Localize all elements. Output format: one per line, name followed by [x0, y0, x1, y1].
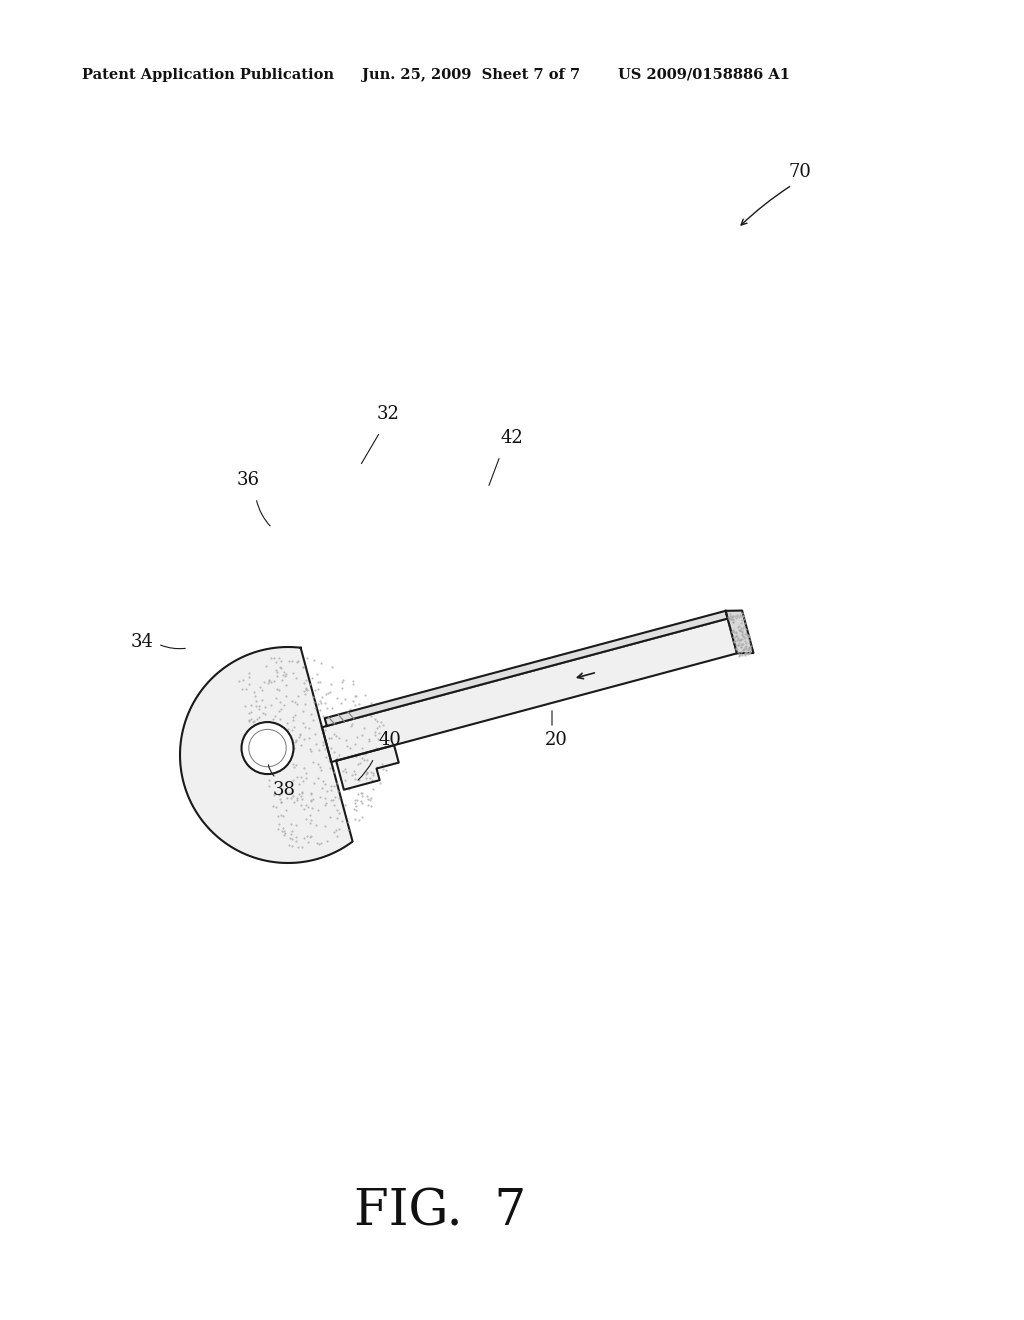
Text: 34: 34 — [131, 634, 154, 651]
Polygon shape — [180, 647, 352, 863]
Text: 70: 70 — [788, 162, 811, 181]
Text: FIG.  7: FIG. 7 — [354, 1187, 526, 1237]
Text: US 2009/0158886 A1: US 2009/0158886 A1 — [618, 69, 790, 82]
Text: 38: 38 — [272, 781, 296, 799]
Text: 20: 20 — [545, 731, 567, 748]
Text: 40: 40 — [379, 731, 401, 748]
Polygon shape — [325, 611, 728, 726]
Polygon shape — [322, 619, 737, 762]
Polygon shape — [336, 746, 398, 789]
Text: Jun. 25, 2009  Sheet 7 of 7: Jun. 25, 2009 Sheet 7 of 7 — [362, 69, 581, 82]
Polygon shape — [726, 611, 754, 653]
Text: 32: 32 — [377, 405, 399, 422]
Text: 36: 36 — [237, 471, 259, 488]
Text: Patent Application Publication: Patent Application Publication — [82, 69, 334, 82]
Circle shape — [242, 722, 294, 774]
Text: 42: 42 — [501, 429, 523, 447]
